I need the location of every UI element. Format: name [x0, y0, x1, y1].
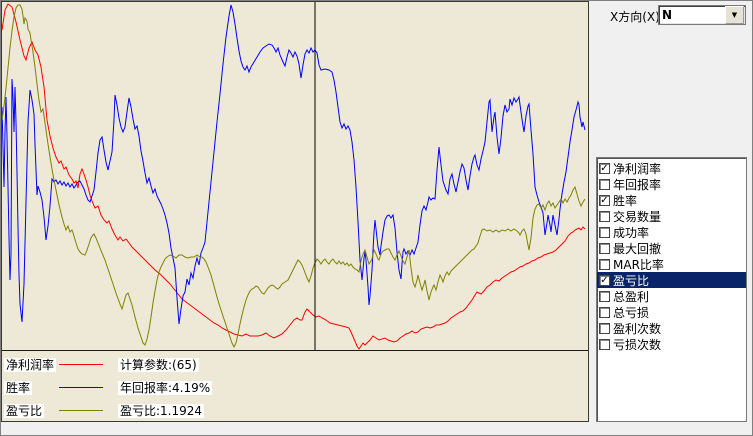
metric-label: 总盈利: [613, 289, 650, 304]
metric-label: 最大回撤: [613, 241, 662, 256]
metric-item-1[interactable]: 年回报率: [597, 176, 746, 192]
metric-item-10[interactable]: 盈利次数: [597, 320, 746, 336]
metric-checkbox[interactable]: [599, 210, 610, 222]
metric-label: 总亏损: [613, 305, 650, 320]
legend-readout-value: 年回报率:4.19%: [118, 380, 213, 395]
metric-checkbox[interactable]: [599, 242, 610, 254]
metric-item-11[interactable]: 亏损次数: [597, 336, 746, 352]
metric-checkbox[interactable]: ✓: [599, 274, 610, 286]
metric-checkbox[interactable]: [599, 178, 610, 190]
metric-label: 年回报率: [613, 177, 662, 192]
metric-checkbox[interactable]: [599, 306, 610, 318]
legend-row-0: 净利润率 计算参数:(65): [2, 353, 588, 376]
line-chart: [2, 2, 586, 350]
x-direction-combobox[interactable]: N ▼: [658, 5, 746, 25]
metric-checkbox[interactable]: [599, 258, 610, 270]
metric-checkbox[interactable]: [599, 226, 610, 238]
chevron-down-icon: ▼: [731, 10, 738, 19]
metrics-listbox[interactable]: ✓ 净利润率 年回报率 ✓ 胜率 交易数量 成功率 最大回撤 MAR比率 ✓ 盈亏比 总盈利 总亏损 盈利…: [596, 157, 747, 422]
metric-label: MAR比率: [613, 257, 664, 272]
metric-label: 胜率: [613, 193, 638, 208]
metric-label: 成功率: [613, 225, 650, 240]
metric-item-4[interactable]: 成功率: [597, 224, 746, 240]
metric-label: 净利润率: [613, 161, 662, 176]
legend-line-sample: [59, 410, 103, 411]
metric-checkbox[interactable]: [599, 290, 610, 302]
legend-row-2: 盈亏比 盈亏比:1.1924: [2, 399, 588, 422]
legend-name-cell: 净利润率: [4, 357, 59, 372]
legend-name-cell: 胜率: [4, 380, 59, 395]
metric-label: 交易数量: [613, 209, 662, 224]
metric-checkbox[interactable]: ✓: [599, 194, 610, 206]
legend-line-sample: [59, 364, 103, 365]
legend-readout-value: 盈亏比:1.1924: [118, 403, 205, 418]
legend-line-sample: [59, 387, 103, 388]
chart-legend: 净利润率 计算参数:(65) 胜率 年回报率:4.19% 盈亏比 盈亏比:1.1924: [2, 351, 588, 421]
metric-checkbox[interactable]: [599, 322, 610, 334]
metric-item-2[interactable]: ✓ 胜率: [597, 192, 746, 208]
combobox-dropdown-button[interactable]: ▼: [725, 6, 744, 24]
legend-series-name: 净利润率: [4, 357, 57, 372]
x-direction-label: X方向(X): [610, 10, 660, 24]
metric-item-5[interactable]: 最大回撤: [597, 240, 746, 256]
x-direction-value: N: [662, 8, 673, 22]
metric-item-9[interactable]: 总亏损: [597, 304, 746, 320]
chart-series-2: [2, 4, 586, 349]
metric-checkbox[interactable]: ✓: [599, 162, 610, 174]
legend-readout-value: 计算参数:(65): [118, 357, 199, 372]
metric-item-0[interactable]: ✓ 净利润率: [597, 160, 746, 176]
legend-series-name: 盈亏比: [4, 403, 45, 418]
metric-item-8[interactable]: 总盈利: [597, 288, 746, 304]
metric-item-7[interactable]: ✓ 盈亏比: [597, 272, 746, 288]
chart-series-1: [2, 4, 586, 325]
legend-name-cell: 盈亏比: [4, 403, 59, 418]
metric-item-6[interactable]: MAR比率: [597, 256, 746, 272]
chart-panel: 净利润率 计算参数:(65) 胜率 年回报率:4.19% 盈亏比 盈亏比:1.1924: [1, 1, 589, 422]
plot-area[interactable]: [2, 2, 588, 351]
metric-label: 盈利次数: [613, 321, 662, 336]
legend-series-name: 胜率: [4, 380, 33, 395]
metric-item-3[interactable]: 交易数量: [597, 208, 746, 224]
metric-checkbox[interactable]: [599, 338, 610, 350]
x-direction-row: X方向(X) N ▼: [589, 5, 752, 27]
metric-label: 盈亏比: [613, 273, 650, 288]
metric-label: 亏损次数: [613, 337, 662, 352]
settings-panel: X方向(X) N ▼ ✓ 净利润率 年回报率 ✓ 胜率 交易数量 成功率 最大回撤 MAR比率 ✓…: [589, 1, 752, 435]
legend-row-1: 胜率 年回报率:4.19%: [2, 376, 588, 399]
